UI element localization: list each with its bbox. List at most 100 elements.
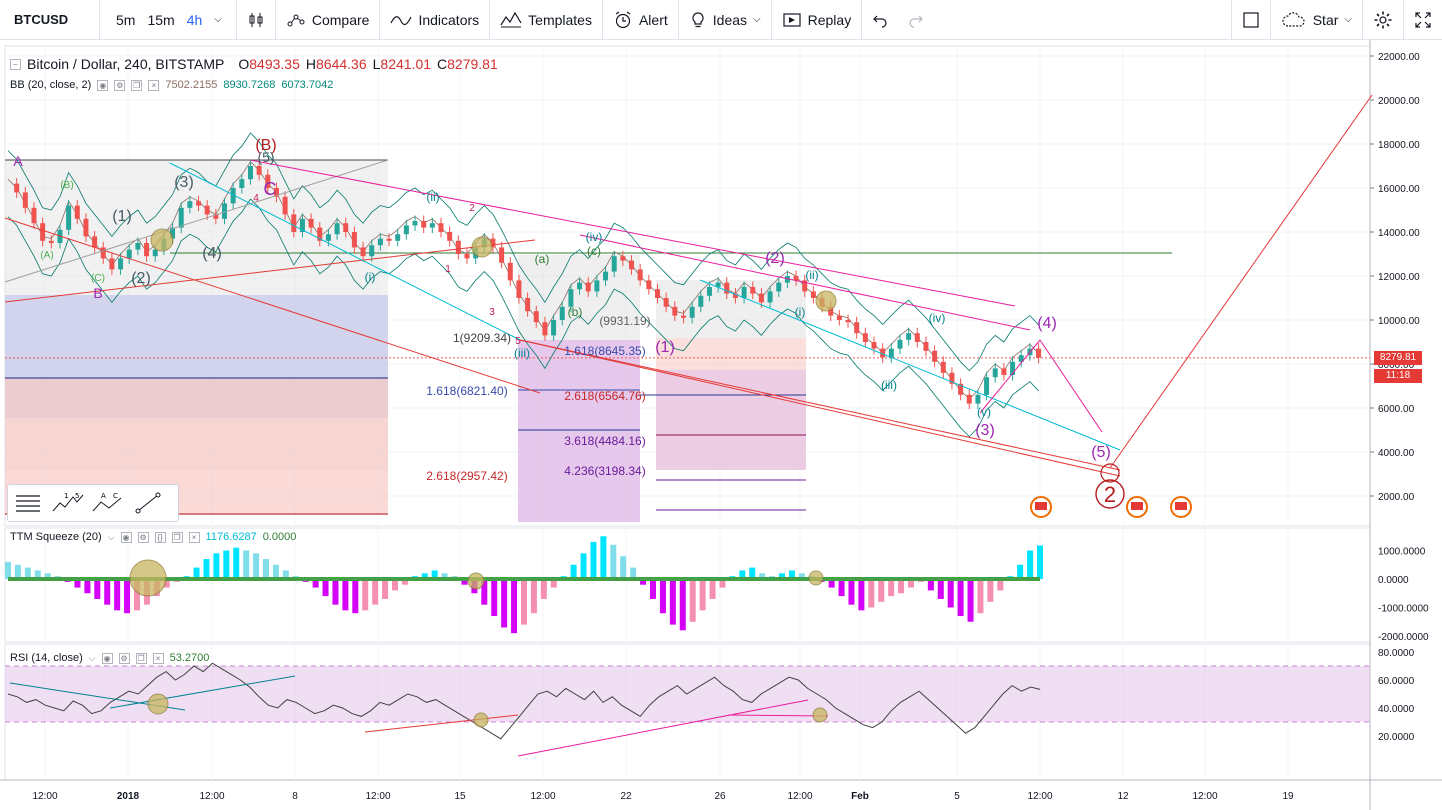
- symbol-search[interactable]: BTCUSD: [0, 0, 100, 40]
- gear-icon: [1374, 11, 1392, 28]
- time-axis-label: 19: [1282, 791, 1294, 802]
- fullscreen-button[interactable]: [1403, 0, 1442, 40]
- compare-button[interactable]: Compare: [274, 0, 380, 40]
- star-dropdown-icon[interactable]: ⌵: [1344, 14, 1352, 25]
- trend-line: [519, 339, 1121, 471]
- ttm-bar: [441, 573, 448, 579]
- replay-button[interactable]: Replay: [770, 0, 862, 40]
- redo-button[interactable]: [898, 0, 934, 40]
- bar-countdown-tag: 11:18: [1374, 369, 1422, 383]
- interval-4h[interactable]: 4h: [186, 11, 203, 28]
- ttm-bar: [888, 579, 895, 597]
- candle-body: [222, 203, 227, 219]
- candle-body: [940, 361, 946, 373]
- ttm-bar: [272, 564, 279, 579]
- copy-icon[interactable]: ❐: [131, 79, 143, 91]
- copy-icon[interactable]: ❐: [135, 652, 147, 664]
- wave-label: (2): [131, 270, 151, 287]
- braces-icon[interactable]: {}: [154, 531, 166, 543]
- candle-body: [715, 282, 721, 287]
- trend-line-tool[interactable]: [128, 485, 168, 521]
- ttm-bar: [719, 579, 726, 588]
- drawing-toolbar-handle[interactable]: [8, 485, 48, 521]
- last-price-tag: 8279.81: [1374, 351, 1422, 365]
- fullscreen-toggle-button[interactable]: [1230, 0, 1270, 40]
- candle-body: [672, 306, 678, 316]
- save-layout-button[interactable]: Star ⌵: [1269, 0, 1362, 40]
- candle-body: [542, 322, 548, 336]
- ttm-bar: [342, 579, 349, 611]
- ttm-bar: [253, 553, 260, 579]
- collapse-legend-icon[interactable]: −: [10, 58, 21, 70]
- rsi-trend-line: [109, 675, 296, 709]
- candle-body: [438, 223, 444, 232]
- ttm-bar: [650, 579, 656, 599]
- eye-icon[interactable]: ◉: [120, 531, 132, 543]
- candle-body: [585, 282, 591, 292]
- highlight-marker: [815, 290, 837, 312]
- candle-body: [239, 179, 245, 188]
- close-icon[interactable]: ×: [152, 652, 164, 664]
- alert-button[interactable]: Alert: [601, 0, 678, 40]
- ttm-bar: [401, 579, 408, 585]
- wave-label: C: [264, 179, 277, 199]
- gear-icon[interactable]: ⚙: [118, 652, 130, 664]
- close-icon[interactable]: ×: [148, 79, 160, 91]
- gear-icon[interactable]: ⚙: [114, 79, 126, 91]
- svg-text:5: 5: [75, 492, 79, 500]
- eye-icon[interactable]: ◉: [101, 652, 113, 664]
- ideas-button[interactable]: Ideas ⌵: [677, 0, 771, 40]
- gear-icon[interactable]: ⚙: [137, 531, 149, 543]
- highlight-marker: [473, 712, 489, 728]
- price-axis-label: 10000.00: [1378, 316, 1420, 327]
- ttm-panel[interactable]: [4, 527, 1371, 643]
- ttm-bar: [669, 579, 676, 625]
- interval-dropdown-icon[interactable]: ⌵: [214, 14, 222, 25]
- interval-5m[interactable]: 5m: [116, 11, 136, 28]
- undo-button[interactable]: [861, 0, 898, 40]
- rsi-dropdown-icon[interactable]: ⌵: [88, 652, 96, 663]
- candle-body: [966, 394, 972, 404]
- bb-upper-value: 8930.7268: [223, 79, 276, 91]
- candle-body: [810, 291, 816, 298]
- candle-body: [429, 223, 435, 228]
- ttm-bar: [630, 567, 637, 579]
- price-axis-label: 20000.00: [1378, 96, 1420, 107]
- ttm-dropdown-icon[interactable]: ⌵: [107, 531, 115, 542]
- chart-style-button[interactable]: [235, 0, 275, 40]
- wave-label: B: [93, 285, 102, 301]
- candle-body: [793, 276, 799, 281]
- ttm-axis-label: -1000.0000: [1378, 604, 1429, 615]
- ttm-bar: [530, 579, 537, 614]
- ttm-value-2: 0.0000: [262, 531, 297, 543]
- candle-body: [412, 221, 418, 226]
- bb-legend: BB (20, close, 2) ◉ ⚙ ❐ × 7502.2155 8930.72…: [10, 79, 333, 91]
- fib-label: 1(9209.34): [453, 331, 511, 345]
- svg-text:C: C: [113, 492, 118, 500]
- highlight-marker: [150, 228, 174, 252]
- candle-body: [559, 306, 565, 320]
- interval-15m[interactable]: 15m: [147, 11, 175, 28]
- copy-icon[interactable]: ❐: [171, 531, 183, 543]
- candle-body: [31, 207, 37, 224]
- ideas-dropdown-icon[interactable]: ⌵: [753, 14, 761, 25]
- close-icon[interactable]: ×: [188, 531, 200, 543]
- candle-body: [247, 166, 253, 180]
- ttm-bar: [134, 579, 140, 611]
- price-chart-svg[interactable]: 2000.004000.006000.008000.0010000.001200…: [0, 40, 1442, 810]
- time-axis-label: 8: [292, 791, 298, 802]
- candle-body: [196, 201, 202, 206]
- candle-body: [256, 166, 262, 175]
- indicators-button[interactable]: Indicators: [379, 0, 489, 40]
- ttm-bar: [282, 570, 289, 579]
- chart-area[interactable]: 2000.00 4000.00 6000.00 8000.00 10000.00 1200…: [0, 40, 1442, 810]
- wave-label: (ii): [805, 268, 818, 282]
- wave-label: (b): [568, 305, 583, 319]
- close-label: C: [437, 56, 448, 72]
- settings-button[interactable]: [1362, 0, 1403, 40]
- eye-icon[interactable]: ◉: [97, 79, 109, 91]
- candle-body: [1001, 368, 1007, 375]
- templates-button[interactable]: Templates: [489, 0, 602, 40]
